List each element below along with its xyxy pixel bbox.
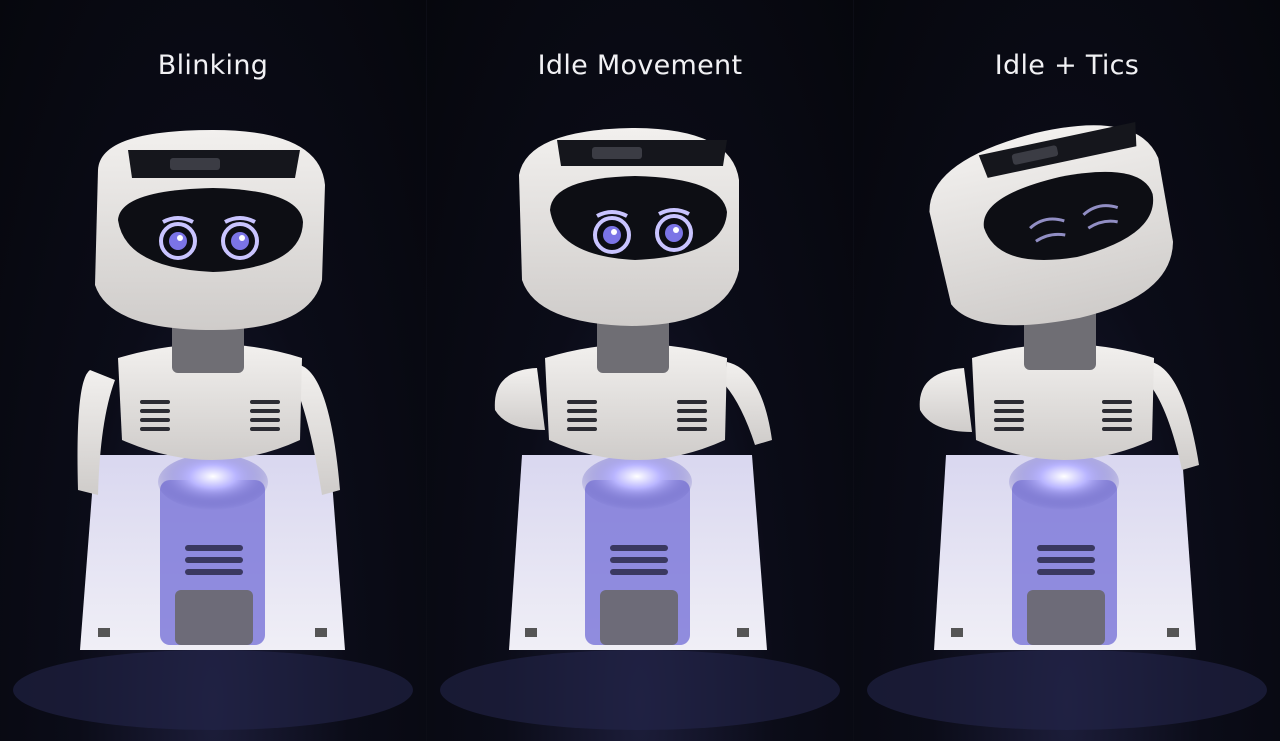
panel-caption: Blinking — [157, 50, 269, 81]
robot-image — [440, 128, 840, 730]
panel-idle-tics: Idle + Tics — [853, 0, 1280, 741]
panel-idle-movement: Idle Movement — [426, 0, 853, 741]
panel-caption: Idle Movement — [537, 50, 743, 81]
panel-caption: Idle + Tics — [994, 50, 1140, 81]
eyes-closed-group — [1029, 204, 1119, 243]
robot-image — [13, 130, 413, 730]
robot-image — [867, 121, 1267, 730]
eyes-open-group — [159, 216, 259, 260]
panel-blinking: Blinking — [0, 0, 426, 741]
eyes-open-group — [593, 208, 693, 254]
